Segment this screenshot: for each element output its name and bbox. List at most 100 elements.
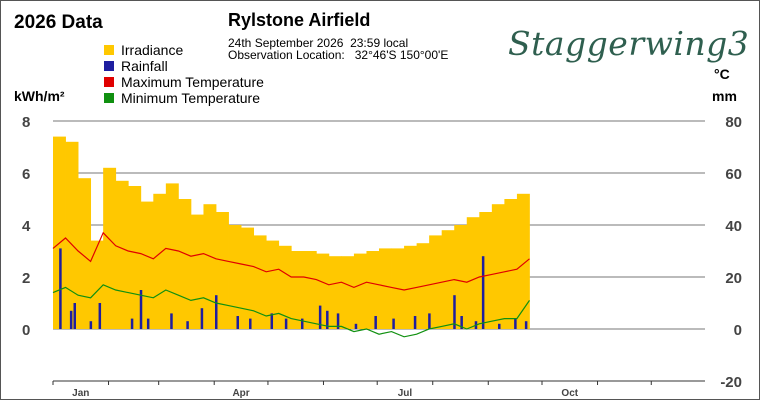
rainfall-bar xyxy=(270,313,274,329)
irradiance-bar xyxy=(53,136,66,329)
rainfall-bar xyxy=(336,313,340,329)
rainfall-bar xyxy=(89,321,93,329)
rainfall-bar xyxy=(514,318,517,329)
irradiance-bar xyxy=(491,204,505,329)
rainfall-bar xyxy=(73,303,76,329)
rainfall-bar xyxy=(326,310,329,329)
rainfall-bar xyxy=(249,318,252,329)
legend-item-min-temp: Minimum Temperature xyxy=(104,90,264,106)
brand-logo: Staggerwing3 xyxy=(508,24,750,63)
legend-swatch-max-temp xyxy=(104,77,114,87)
rainfall-bar xyxy=(453,295,456,329)
irradiance-bar xyxy=(65,141,79,329)
station-name: Rylstone Airfield xyxy=(228,10,371,30)
left-tick-label: 6 xyxy=(22,166,30,183)
observation-time: 24th September 2026 23:59 local xyxy=(228,36,409,50)
rainfall-bar xyxy=(354,323,358,329)
rainfall-bar xyxy=(524,321,528,329)
rainfall-bar xyxy=(59,248,62,329)
irradiance-bar xyxy=(140,201,154,329)
rainfall-bar xyxy=(170,313,173,329)
irradiance-bar xyxy=(228,225,242,329)
irradiance-bar xyxy=(190,214,204,329)
left-tick-label: 0 xyxy=(22,322,30,339)
irradiance-bar xyxy=(153,193,167,329)
irradiance-bar xyxy=(341,256,355,329)
irradiance-bar xyxy=(328,256,342,329)
irradiance-bar xyxy=(203,204,217,329)
chart-title: 2026 Data xyxy=(14,12,103,33)
right-axis-unit-temp: °C xyxy=(714,66,730,82)
left-tick-label: 8 xyxy=(22,114,30,131)
rainfall-bar xyxy=(69,310,73,329)
legend-swatch-rainfall xyxy=(104,61,114,71)
right-tick-label: 80 xyxy=(725,114,742,131)
irradiance-bar xyxy=(303,251,317,329)
rainfall-bar xyxy=(215,295,218,329)
x-tick-label: Apr xyxy=(232,388,249,399)
rainfall-bar xyxy=(284,318,288,329)
irradiance-bar xyxy=(353,253,367,329)
observation-location: Observation Location: 32°46'S 150°00'E xyxy=(228,48,449,62)
irradiance-bar xyxy=(479,212,493,329)
rainfall-bar xyxy=(236,316,239,329)
legend-label-irradiance: Irradiance xyxy=(121,42,184,58)
irradiance-bar xyxy=(266,240,280,329)
legend-label-max-temp: Maximum Temperature xyxy=(121,74,264,90)
irradiance-bar xyxy=(516,193,530,329)
rainfall-bar xyxy=(139,290,143,329)
x-tick-label: Jan xyxy=(72,388,89,399)
irradiance-bar xyxy=(165,183,179,329)
irradiance-bar xyxy=(454,225,468,329)
rainfall-bar xyxy=(318,305,322,329)
legend: Irradiance Rainfall Maximum Temperature … xyxy=(104,42,264,106)
irradiance-bar xyxy=(241,227,255,329)
right-axis-unit-rain: mm xyxy=(712,88,737,104)
left-tick-label: 2 xyxy=(22,270,30,287)
irradiance-bar xyxy=(441,230,455,329)
x-tick-label: Oct xyxy=(561,388,578,399)
legend-item-irradiance: Irradiance xyxy=(104,42,264,58)
irradiance-bar xyxy=(504,199,518,329)
irradiance-bar xyxy=(278,245,292,329)
irradiance-bar xyxy=(366,251,380,329)
rainfall-bar xyxy=(498,323,501,329)
rainfall-bar xyxy=(428,313,431,329)
irradiance-bar xyxy=(404,245,418,329)
legend-label-min-temp: Minimum Temperature xyxy=(121,90,261,106)
rainfall-bar xyxy=(186,321,189,329)
rainfall-bar xyxy=(130,318,134,329)
legend-swatch-min-temp xyxy=(104,93,114,103)
irradiance-bar xyxy=(115,180,129,329)
rainfall-bar xyxy=(460,316,463,329)
right-tick-label: 20 xyxy=(725,270,742,287)
right-tick-label: -20 xyxy=(720,374,742,391)
rainfall-bar xyxy=(392,318,395,329)
irradiance-bar xyxy=(128,186,142,329)
legend-label-rainfall: Rainfall xyxy=(121,58,168,74)
x-tick-label: Jul xyxy=(398,388,413,399)
left-axis-unit: kWh/m² xyxy=(14,88,65,104)
irradiance-bar xyxy=(78,178,92,329)
irradiance-bar xyxy=(216,212,229,329)
irradiance-bar xyxy=(379,248,392,329)
irradiance-bar xyxy=(291,251,305,329)
legend-swatch-irradiance xyxy=(104,45,114,55)
min-temp-line xyxy=(52,284,530,338)
irradiance-bar xyxy=(103,167,117,329)
rainfall-bar xyxy=(481,256,485,329)
rainfall-bar xyxy=(413,316,417,329)
irradiance-bar xyxy=(178,199,192,329)
legend-item-rainfall: Rainfall xyxy=(104,58,264,74)
left-tick-label: 4 xyxy=(22,218,31,235)
irradiance-bar xyxy=(466,217,480,329)
right-tick-label: 0 xyxy=(734,322,742,339)
rainfall-bar xyxy=(374,316,377,329)
rainfall-bar xyxy=(200,308,204,329)
right-tick-label: 40 xyxy=(725,218,742,235)
rainfall-bar xyxy=(300,318,304,329)
legend-item-max-temp: Maximum Temperature xyxy=(104,74,264,90)
rainfall-bar xyxy=(146,318,150,329)
max-temp-line xyxy=(52,231,530,291)
